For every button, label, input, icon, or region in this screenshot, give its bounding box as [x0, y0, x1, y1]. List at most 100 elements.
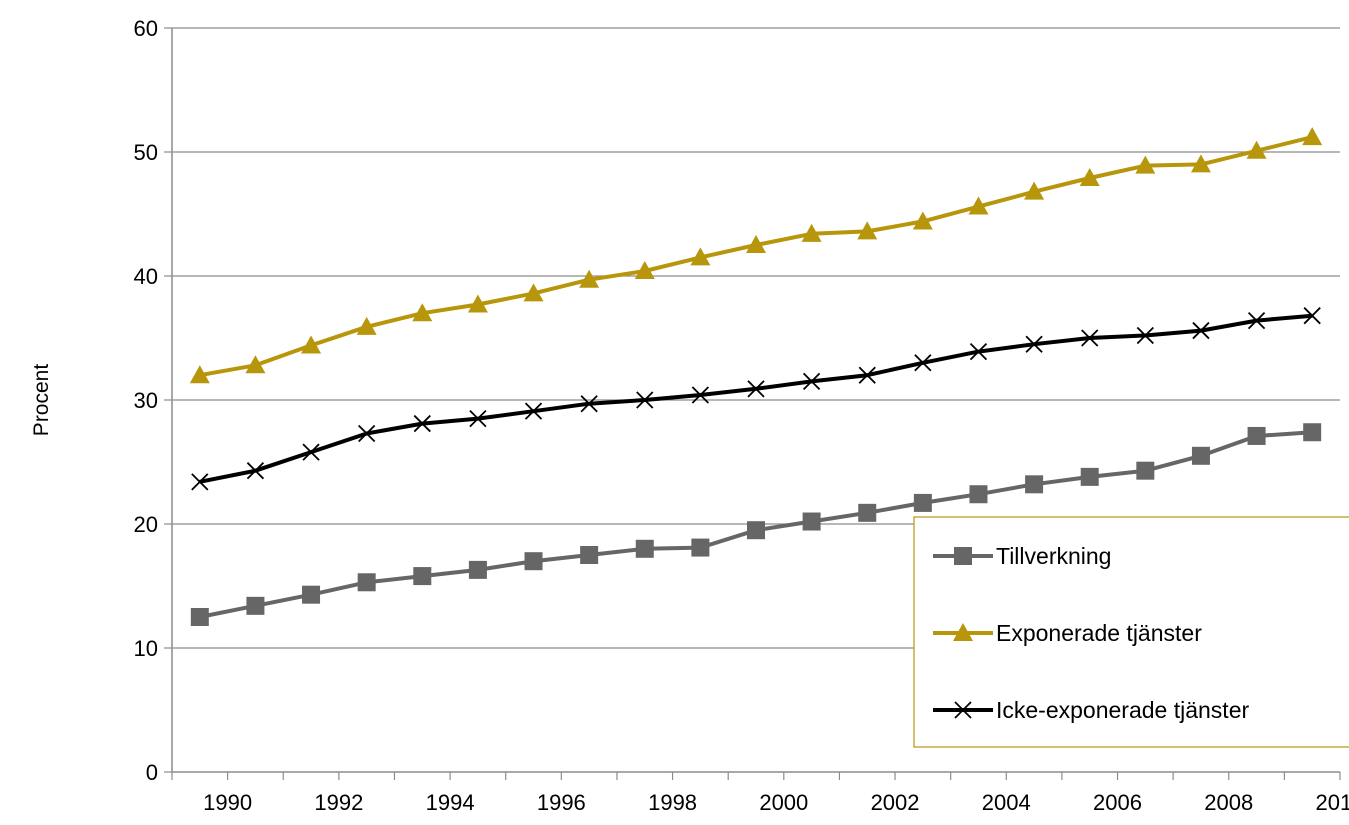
data-point — [358, 424, 376, 443]
data-point — [1192, 321, 1210, 340]
data-point — [1302, 127, 1323, 146]
data-point — [302, 443, 320, 461]
data-point — [413, 414, 431, 433]
data-point — [1081, 329, 1099, 347]
data-point — [191, 473, 209, 491]
legend-marker — [953, 623, 973, 641]
data-point — [1303, 307, 1321, 325]
legend-entry: Icke-exponerade tjänster — [933, 697, 1249, 723]
data-point — [746, 235, 766, 253]
data-point — [1025, 335, 1043, 353]
legend-label: Exponerade tjänster — [996, 620, 1202, 646]
data-point — [1136, 461, 1155, 480]
data-point — [635, 539, 654, 558]
data-point — [246, 462, 265, 480]
y-tick-label: 40 — [134, 264, 158, 289]
axes — [164, 27, 1341, 780]
x-tick-labels: 1990 1992 1994 1996 1998 2000 2002 2004 2006 2008… — [203, 790, 1349, 815]
data-point — [246, 596, 265, 615]
data-point — [636, 391, 654, 409]
legend-label: Icke-exponerade tjänster — [996, 697, 1249, 723]
data-point — [469, 409, 487, 428]
data-point — [1247, 312, 1266, 330]
data-point — [912, 211, 933, 230]
legend-marker — [954, 547, 972, 565]
data-point — [1080, 467, 1099, 486]
data-point — [1247, 426, 1266, 445]
data-point — [524, 402, 543, 420]
x-tick-label: 1992 — [314, 790, 363, 815]
data-point — [245, 355, 266, 374]
series-group — [189, 127, 1323, 626]
y-tick-label: 50 — [134, 140, 158, 165]
data-point — [580, 546, 599, 564]
x-tick-label: 2006 — [1093, 790, 1142, 815]
data-point — [1303, 423, 1322, 442]
data-point — [634, 261, 655, 280]
data-point — [969, 485, 988, 504]
series-square — [190, 423, 1322, 626]
legend: Tillverkning Exponerade tjänster Icke-expo… — [913, 516, 1349, 748]
x-tick-label: 2010 — [1316, 790, 1349, 815]
data-point — [1025, 475, 1044, 494]
data-point — [968, 196, 989, 215]
x-tick-label: 2000 — [759, 790, 808, 815]
data-point — [969, 343, 988, 361]
data-point — [802, 372, 821, 391]
x-tick-label: 1994 — [426, 790, 475, 815]
series-x — [191, 307, 1321, 491]
data-point — [357, 573, 376, 592]
series-line — [199, 313, 1313, 484]
data-point — [523, 283, 544, 302]
x-tick-label: 1998 — [648, 790, 697, 815]
data-point — [189, 365, 210, 384]
data-point — [858, 503, 877, 522]
y-tick-label: 60 — [134, 16, 158, 41]
data-point — [468, 560, 487, 579]
data-point — [467, 294, 488, 313]
data-point — [1135, 155, 1156, 174]
y-tick-label: 30 — [134, 388, 158, 413]
y-axis-title: Procent — [30, 364, 53, 437]
data-point — [1191, 446, 1210, 465]
data-point — [1136, 326, 1154, 345]
y-tick-labels: 0 10 20 30 40 50 60 — [134, 16, 158, 785]
x-tick-label: 2004 — [982, 790, 1031, 815]
y-tick-label: 10 — [134, 636, 158, 661]
y-tick-label: 20 — [134, 512, 158, 537]
data-point — [1079, 168, 1100, 187]
data-point — [913, 493, 932, 512]
data-point — [747, 380, 765, 398]
data-point — [690, 247, 711, 266]
x-tick-label: 1990 — [203, 790, 252, 815]
data-point — [524, 552, 543, 571]
legend-label: Tillverkning — [996, 543, 1111, 569]
data-point — [302, 585, 321, 604]
data-point — [580, 395, 598, 413]
data-point — [857, 221, 878, 240]
data-point — [1190, 154, 1211, 173]
data-point — [190, 608, 209, 626]
data-point — [579, 269, 600, 288]
legend-marker — [954, 701, 972, 719]
data-point — [1246, 140, 1267, 159]
x-tick-label: 2008 — [1204, 790, 1253, 815]
data-point — [914, 354, 932, 372]
data-point — [801, 223, 822, 242]
data-point — [356, 316, 377, 335]
x-tick-label: 2002 — [871, 790, 920, 815]
data-point — [413, 567, 432, 586]
legend-entry: Tillverkning — [933, 543, 1111, 569]
y-tick-label: 0 — [146, 760, 158, 785]
data-point — [691, 386, 710, 404]
data-point — [412, 303, 433, 322]
data-point — [301, 335, 322, 354]
series-triangle — [189, 127, 1323, 384]
data-point — [858, 366, 876, 384]
data-point — [802, 512, 821, 531]
legend-entry: Exponerade tjänster — [933, 620, 1202, 646]
x-tick-label: 1996 — [537, 790, 586, 815]
data-point — [747, 521, 765, 540]
data-point — [691, 538, 710, 557]
